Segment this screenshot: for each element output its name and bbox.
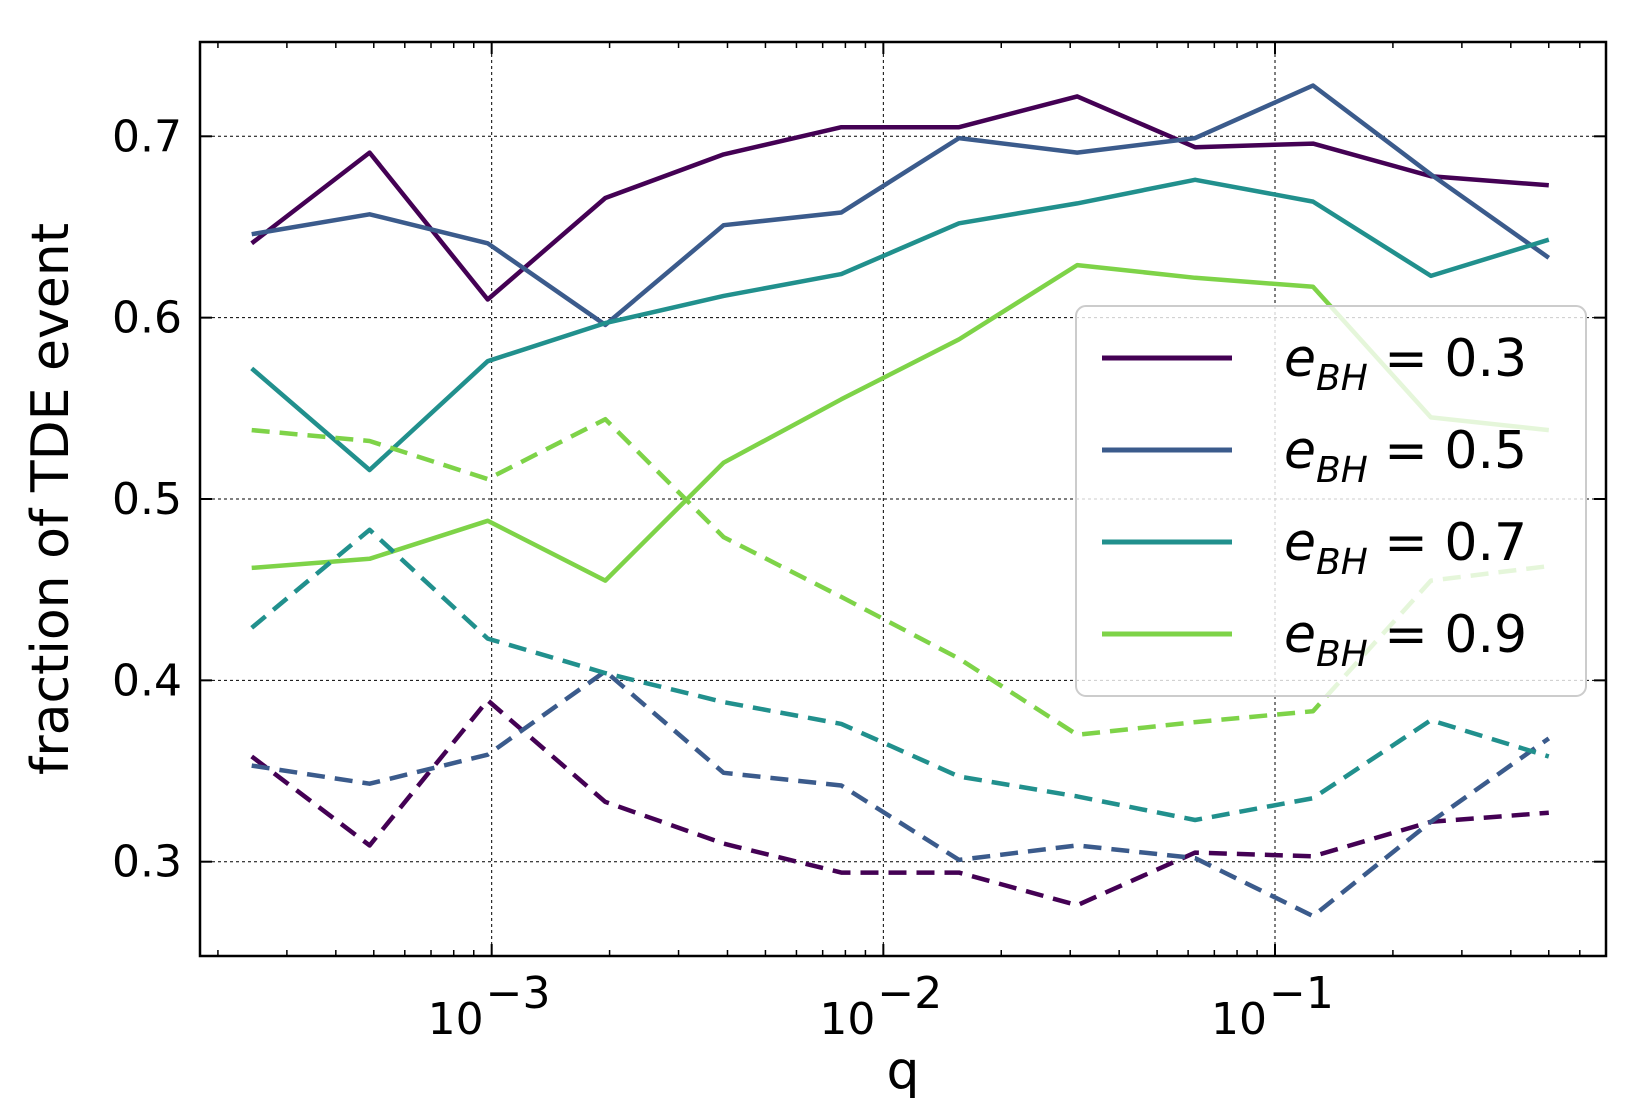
legend-subscript: BH [1316,450,1368,491]
x-tick-label-exponent: −1 [1269,968,1334,1019]
dashed-series-line-6 [250,527,1550,823]
y-axis-label: fraction of TDE event [21,223,81,775]
legend-box [1075,305,1587,697]
x-axis-label: q [886,1041,919,1098]
x-tick-label-base: 10 [819,994,875,1045]
x-tick-label-base: 10 [428,994,484,1045]
y-tick-label: 0.6 [112,293,182,344]
legend-subscript: BH [1316,542,1368,583]
legend-value: = 0.9 [1368,605,1527,665]
legend-label: eBH = 0.9 [1284,605,1527,675]
y-tick-label: 0.3 [112,837,182,888]
legend-symbol: e [1284,605,1316,665]
x-tick-label-exponent: −2 [877,968,942,1019]
legend-label: eBH = 0.3 [1284,329,1527,399]
solid-series-line-2 [250,177,1550,473]
dashed-series-line-5 [251,669,1551,919]
solid-series-line-0 [250,94,1549,302]
legend-symbol: e [1284,421,1316,481]
legend-label: eBH = 0.7 [1284,513,1527,583]
x-tick-label-base: 10 [1211,994,1267,1045]
legend-label: eBH = 0.5 [1284,421,1527,491]
legend-value: = 0.3 [1368,329,1527,389]
axis-ticks: 0.30.40.50.60.710−310−210−1 [112,42,1606,1045]
y-tick-label: 0.4 [112,655,182,706]
legend-symbol: e [1284,329,1316,389]
legend-symbol: e [1284,513,1316,573]
legend-subscript: BH [1316,358,1368,399]
legend-subscript: BH [1316,634,1368,675]
legend-value: = 0.5 [1368,421,1527,481]
y-tick-label: 0.5 [112,474,182,525]
solid-series-line-1 [251,83,1551,328]
legend-value: = 0.7 [1368,513,1527,573]
x-tick-label-exponent: −3 [486,968,551,1019]
y-tick-label: 0.7 [112,111,182,162]
dashed-series-line-4 [250,698,1549,908]
